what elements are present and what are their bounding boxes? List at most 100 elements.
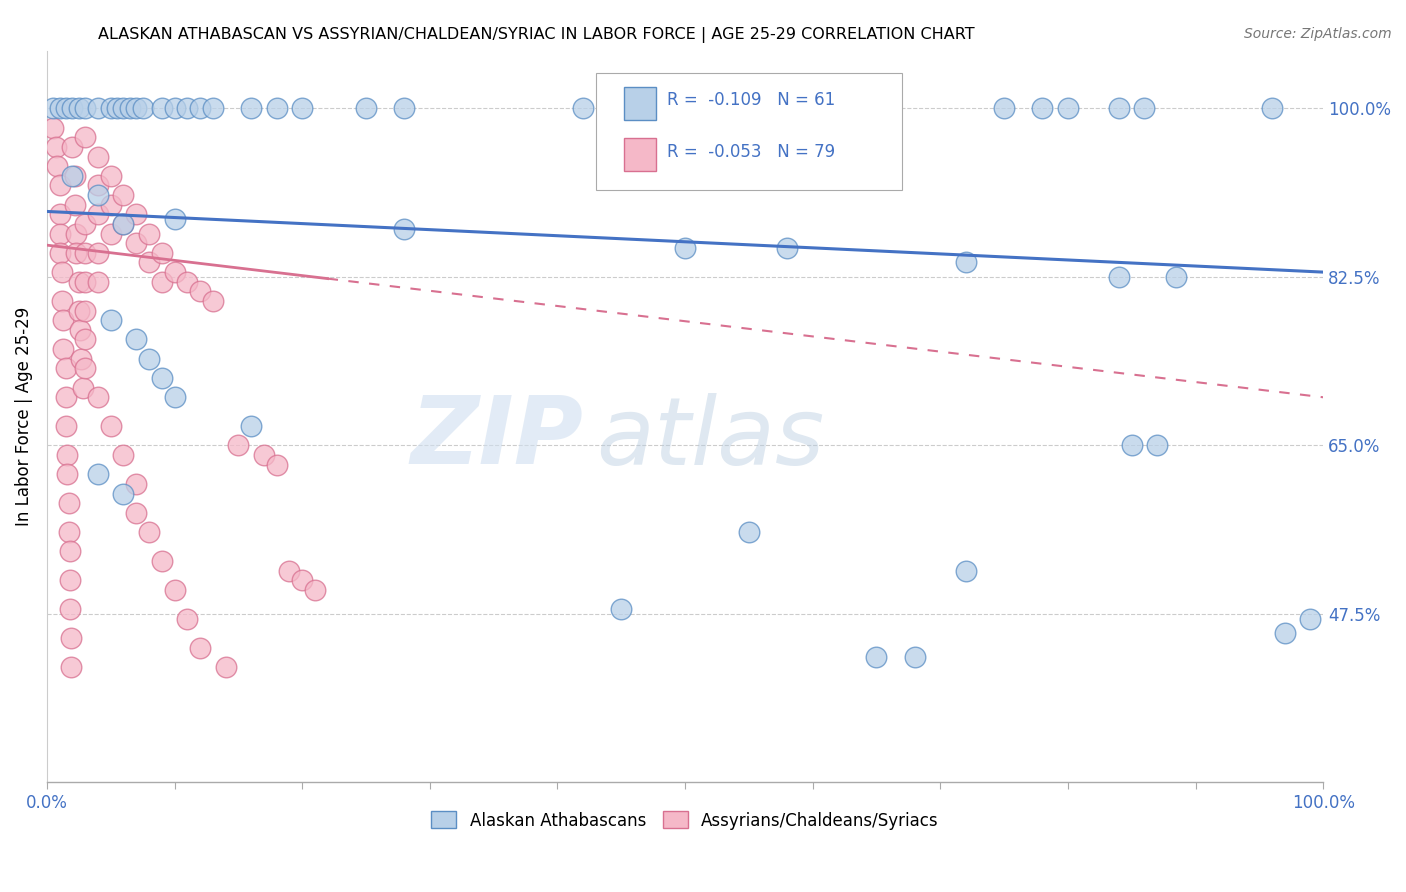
Point — [1274, 626, 1296, 640]
Point — [65, 245, 87, 260]
Point — [75, 245, 97, 260]
Point — [738, 524, 761, 539]
FancyBboxPatch shape — [596, 72, 903, 190]
Point — [138, 227, 160, 241]
Point — [131, 102, 153, 116]
Point — [150, 371, 173, 385]
Point — [125, 102, 148, 116]
Point — [46, 159, 69, 173]
Point — [278, 564, 301, 578]
Point — [48, 102, 70, 116]
Point — [1166, 269, 1188, 284]
Point — [125, 236, 148, 251]
Point — [67, 303, 90, 318]
Point — [125, 207, 148, 221]
Point — [52, 342, 75, 356]
Point — [51, 293, 73, 308]
Point — [125, 333, 148, 347]
Point — [955, 564, 977, 578]
Point — [163, 102, 186, 116]
Point — [100, 198, 122, 212]
Point — [394, 102, 416, 116]
Point — [42, 102, 65, 116]
Point — [100, 419, 122, 434]
Text: R =  -0.109   N = 61: R = -0.109 N = 61 — [666, 92, 835, 110]
Point — [598, 102, 620, 116]
Point — [87, 188, 110, 202]
Point — [201, 293, 224, 308]
Point — [1108, 269, 1130, 284]
Point — [112, 217, 135, 231]
Point — [48, 178, 70, 193]
Point — [865, 650, 887, 665]
Point — [776, 241, 799, 255]
Point — [63, 169, 86, 183]
Point — [87, 275, 110, 289]
Point — [42, 120, 65, 135]
Point — [150, 102, 173, 116]
Point — [394, 221, 416, 235]
Point — [60, 631, 83, 645]
Point — [188, 640, 211, 655]
Point — [112, 448, 135, 462]
Point — [163, 582, 186, 597]
Point — [67, 275, 90, 289]
Point — [176, 102, 198, 116]
Point — [150, 245, 173, 260]
Point — [59, 544, 82, 558]
Point — [75, 275, 97, 289]
Point — [291, 573, 314, 587]
Point — [87, 390, 110, 404]
Point — [1146, 438, 1168, 452]
Point — [52, 313, 75, 327]
Legend: Alaskan Athabascans, Assyrians/Chaldeans/Syriacs: Alaskan Athabascans, Assyrians/Chaldeans… — [425, 805, 945, 836]
Point — [138, 255, 160, 269]
Point — [228, 438, 250, 452]
Text: Source: ZipAtlas.com: Source: ZipAtlas.com — [1244, 27, 1392, 41]
Point — [955, 255, 977, 269]
Point — [55, 419, 77, 434]
Point — [63, 198, 86, 212]
Point — [58, 524, 80, 539]
Text: ZIP: ZIP — [411, 392, 583, 484]
Point — [87, 467, 110, 482]
Point — [112, 486, 135, 500]
Point — [993, 102, 1015, 116]
Point — [75, 130, 97, 145]
Point — [60, 660, 83, 674]
Point — [125, 476, 148, 491]
Point — [176, 275, 198, 289]
Point — [45, 140, 67, 154]
Point — [48, 245, 70, 260]
Point — [188, 285, 211, 299]
FancyBboxPatch shape — [624, 87, 655, 120]
Point — [58, 496, 80, 510]
Point — [62, 169, 84, 183]
Point — [112, 188, 135, 202]
Point — [70, 351, 93, 366]
Point — [62, 102, 84, 116]
Point — [87, 150, 110, 164]
Text: atlas: atlas — [596, 393, 824, 484]
Point — [1121, 438, 1143, 452]
Point — [55, 102, 77, 116]
Point — [904, 650, 927, 665]
Text: R =  -0.053   N = 79: R = -0.053 N = 79 — [666, 143, 835, 161]
Point — [673, 241, 696, 255]
Point — [75, 102, 97, 116]
Point — [240, 102, 263, 116]
Point — [266, 102, 288, 116]
Point — [100, 227, 122, 241]
Y-axis label: In Labor Force | Age 25-29: In Labor Force | Age 25-29 — [15, 307, 32, 526]
Point — [1261, 102, 1284, 116]
Point — [214, 660, 236, 674]
Point — [75, 303, 97, 318]
Text: ALASKAN ATHABASCAN VS ASSYRIAN/CHALDEAN/SYRIAC IN LABOR FORCE | AGE 25-29 CORREL: ALASKAN ATHABASCAN VS ASSYRIAN/CHALDEAN/… — [98, 27, 974, 43]
Point — [354, 102, 377, 116]
Point — [201, 102, 224, 116]
Point — [1031, 102, 1053, 116]
Point — [87, 245, 110, 260]
Point — [1299, 612, 1322, 626]
Point — [67, 102, 90, 116]
Point — [1108, 102, 1130, 116]
